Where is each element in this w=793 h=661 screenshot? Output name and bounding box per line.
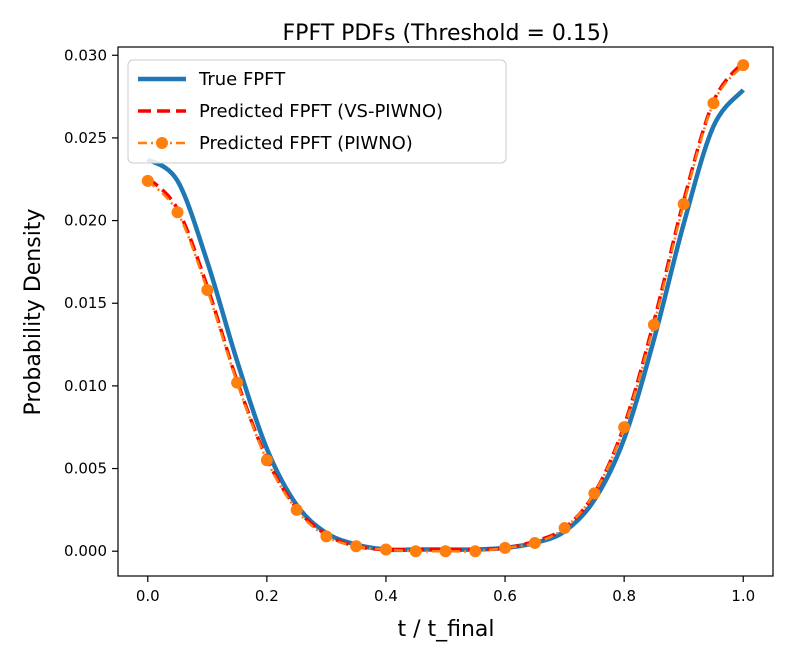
y-tick-label-4: 0.020 [64,212,107,230]
series-3-marker-1 [171,206,184,219]
y-axis-label: Probability Density [21,209,46,416]
series-3-marker-14 [558,522,571,535]
x-tick-label-4: 0.8 [612,587,636,605]
x-tick-label-1: 0.2 [255,587,279,605]
x-tick-label-5: 1.0 [731,587,755,605]
y-tick-label-5: 0.025 [64,129,107,147]
series-3-marker-12 [499,541,512,554]
series-3-marker-11 [469,545,482,558]
plot-frame [117,46,774,577]
chart-title: FPFT PDFs (Threshold = 0.15) [283,21,610,46]
series-3-marker-6 [320,530,333,543]
series-3-marker-7 [350,540,363,553]
y-tick-label-1: 0.005 [64,460,107,478]
series-3-marker-20 [737,59,750,72]
y-tick-label-0: 0.000 [64,542,107,560]
series-3-marker-16 [618,421,631,434]
legend-label-1: True FPFT [198,69,286,90]
series-3-marker-2 [201,284,214,297]
series-3-marker-17 [647,318,660,331]
legend: True FPFT Predicted FPFT (VS-PIWNO) Predic… [127,59,507,164]
series-3-marker-18 [677,198,690,211]
series-3-marker-13 [528,536,541,549]
series-3-marker-15 [588,487,601,500]
y-tick-label-3: 0.015 [64,294,107,312]
legend-marker-3 [156,137,168,149]
series-3-marker-19 [707,97,720,110]
series-3-marker-4 [260,454,273,467]
series-3-marker-8 [379,543,392,556]
series-3-marker-9 [409,545,422,558]
series-3-marker-3 [231,376,244,389]
x-tick-label-3: 0.6 [493,587,517,605]
legend-box [127,59,507,164]
legend-label-2: Predicted FPFT (VS-PIWNO) [199,101,443,122]
y-tick-label-6: 0.030 [64,46,107,64]
x-axis-label: t / t_final [397,617,494,642]
series-3-marker-5 [290,503,303,516]
legend-label-3: Predicted FPFT (PIWNO) [199,133,413,154]
y-tick-label-2: 0.010 [64,377,107,395]
series-3-marker-0 [141,174,154,187]
x-tick-label-0: 0.0 [136,587,160,605]
x-tick-label-2: 0.4 [374,587,398,605]
series-3-marker-10 [439,545,452,558]
